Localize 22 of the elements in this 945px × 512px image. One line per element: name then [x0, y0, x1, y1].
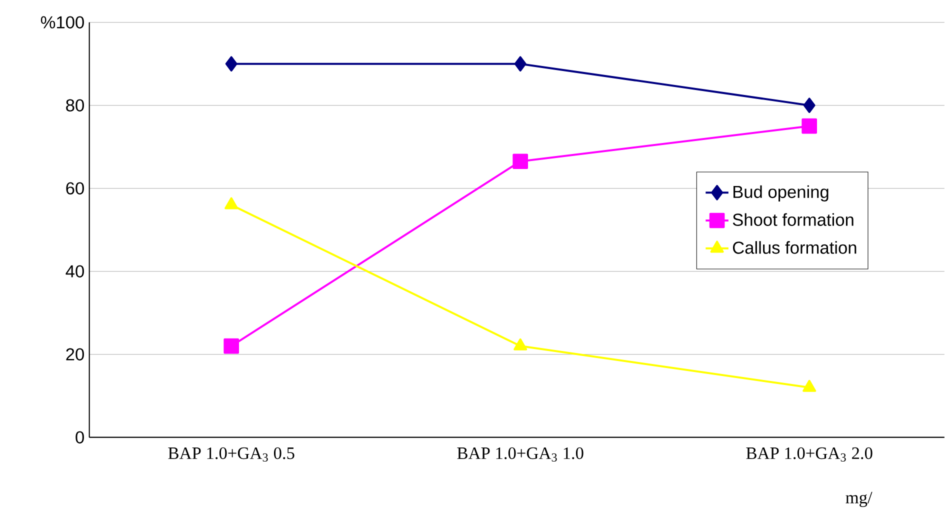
point	[512, 154, 528, 170]
point	[224, 338, 240, 354]
legend-label: Shoot formation	[732, 213, 854, 226]
x-tick-label: BAP 1.0+GA$_{3}$ 1.0	[457, 447, 584, 462]
x-axis-title: mg/	[846, 492, 872, 508]
y-tick-label: 60	[66, 182, 84, 194]
point	[224, 197, 238, 210]
y-tick-label: 20	[66, 348, 84, 360]
legend-label: Callus formation	[732, 241, 856, 254]
y-tick-label: 0	[76, 431, 84, 444]
y-tick-label: %100	[40, 16, 84, 28]
y-tick-label: 80	[66, 99, 84, 112]
x-tick-label: BAP 1.0+GA$_{3}$ 0.5	[168, 447, 294, 462]
legend-label: Bud opening	[734, 185, 828, 202]
point	[225, 56, 238, 72]
point	[803, 98, 816, 113]
point	[514, 338, 528, 350]
point	[514, 56, 526, 72]
point	[802, 380, 816, 392]
x-tick-label: BAP 1.0+GA$_{3}$ 2.0	[746, 447, 872, 462]
point	[802, 118, 818, 134]
y-tick-label: 40	[66, 265, 84, 278]
